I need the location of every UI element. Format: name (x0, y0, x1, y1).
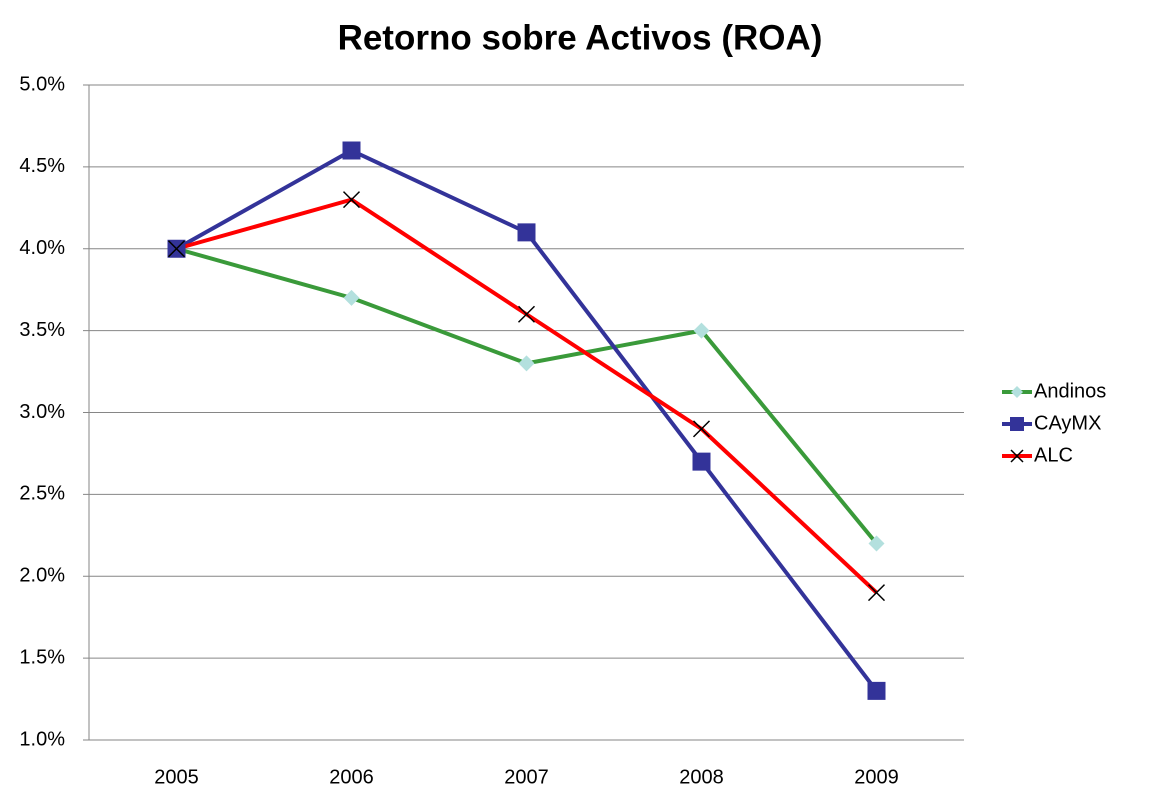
x-tick-label: 2007 (504, 766, 549, 788)
y-tick-label: 1.5% (19, 646, 65, 668)
y-tick-label: 1.0% (19, 728, 65, 750)
legend-marker (1010, 449, 1024, 463)
data-point (518, 355, 535, 372)
y-tick-label: 2.5% (19, 483, 65, 505)
y-tick-label: 3.5% (19, 319, 65, 341)
x-tick-label: 2006 (329, 766, 374, 788)
data-point (517, 223, 536, 242)
x-tick-label: 2009 (854, 766, 899, 788)
data-point (868, 535, 885, 552)
y-tick-label: 2.0% (19, 565, 65, 587)
legend-label: ALC (1034, 444, 1073, 466)
y-tick-label: 5.0% (19, 73, 65, 95)
y-tick-label: 4.0% (19, 237, 65, 259)
data-point (692, 452, 711, 471)
y-tick-label: 4.5% (19, 155, 65, 177)
data-point (517, 305, 536, 323)
legend-marker (1011, 386, 1023, 398)
data-point (692, 420, 711, 438)
x-tick-label: 2008 (679, 766, 724, 788)
legend-label: CAyMX (1034, 412, 1101, 434)
chart-title: Retorno sobre Activos (ROA) (338, 18, 823, 57)
data-point (342, 141, 361, 160)
x-tick-label: 2005 (154, 766, 199, 788)
series-line (175, 246, 879, 545)
data-point (693, 322, 710, 339)
legend-label: Andinos (1034, 380, 1106, 402)
data-point (343, 289, 360, 306)
legend-marker (1010, 417, 1024, 431)
y-tick-label: 3.0% (19, 401, 65, 423)
data-point (867, 584, 886, 602)
data-point (867, 681, 886, 700)
series-line (175, 197, 878, 595)
data-point (167, 240, 186, 258)
data-point (342, 191, 361, 209)
